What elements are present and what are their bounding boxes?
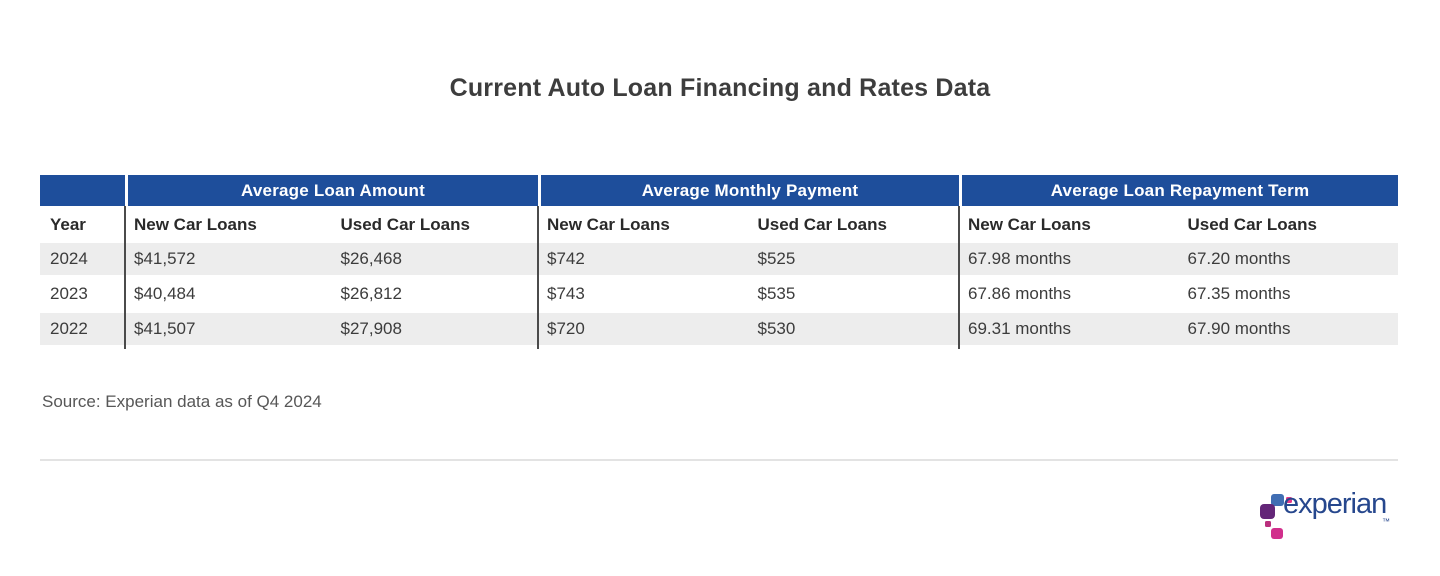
group-header-year-spacer xyxy=(40,175,125,206)
cell-used-repayment-term: 67.35 months xyxy=(1187,284,1291,303)
experian-logo: experian ™ xyxy=(1258,487,1398,547)
cell-year: 2024 xyxy=(50,249,88,268)
table-subheader-row: Year New Car Loans Used Car Loans New Ca… xyxy=(40,206,1398,243)
column-header-used-car-loans-2: Used Car Loans xyxy=(757,214,887,234)
cell-year: 2022 xyxy=(50,319,88,338)
cell-used-loan-amount: $26,812 xyxy=(340,284,402,303)
trademark-symbol: ™ xyxy=(1382,517,1390,526)
cell-new-loan-amount: $41,572 xyxy=(134,249,196,268)
cell-used-monthly-payment: $525 xyxy=(757,249,796,268)
column-header-used-car-loans-1: Used Car Loans xyxy=(340,214,470,234)
page-title: Current Auto Loan Financing and Rates Da… xyxy=(449,74,991,102)
horizontal-divider xyxy=(40,459,1398,461)
cell-new-loan-amount: $40,484 xyxy=(134,284,196,303)
logo-square-magenta-small-icon xyxy=(1265,521,1271,527)
column-header-used-car-loans-3: Used Car Loans xyxy=(1187,214,1317,234)
cell-used-repayment-term: 67.20 months xyxy=(1187,249,1291,268)
column-divider-line xyxy=(958,206,960,349)
column-header-new-car-loans-2: New Car Loans xyxy=(547,214,670,234)
cell-used-loan-amount: $27,908 xyxy=(340,319,402,338)
cell-new-monthly-payment: $720 xyxy=(547,319,585,338)
cell-new-loan-amount: $41,507 xyxy=(134,319,196,338)
cell-new-monthly-payment: $742 xyxy=(547,249,585,268)
column-header-new-car-loans-3: New Car Loans xyxy=(968,214,1091,234)
cell-used-monthly-payment: $535 xyxy=(757,284,796,303)
experian-wordmark: experian xyxy=(1283,488,1387,520)
table-row-2022: 2022 $41,507 $27,908 $720 $530 69.31 mon… xyxy=(40,313,1398,345)
table-group-header-row: Average Loan Amount Average Monthly Paym… xyxy=(40,175,1398,206)
group-header-repayment-term: Average Loan Repayment Term xyxy=(959,175,1398,206)
logo-square-pink-small-icon xyxy=(1286,497,1292,503)
table-row-2024: 2024 $41,572 $26,468 $742 $525 67.98 mon… xyxy=(40,243,1398,275)
cell-new-repayment-term: 69.31 months xyxy=(968,319,1072,338)
cell-new-repayment-term: 67.98 months xyxy=(968,249,1072,268)
column-header-new-car-loans-1: New Car Loans xyxy=(134,214,257,234)
cell-new-monthly-payment: $743 xyxy=(547,284,585,303)
cell-new-repayment-term: 67.86 months xyxy=(968,284,1072,303)
logo-square-blue-icon xyxy=(1271,494,1284,506)
cell-used-monthly-payment: $530 xyxy=(757,319,796,338)
table-row-2023: 2023 $40,484 $26,812 $743 $535 67.86 mon… xyxy=(40,278,1398,310)
logo-square-purple-icon xyxy=(1260,504,1275,519)
column-divider-line xyxy=(124,206,126,349)
auto-loan-table: Average Loan Amount Average Monthly Paym… xyxy=(40,175,1398,349)
group-header-loan-amount: Average Loan Amount xyxy=(125,175,538,206)
group-header-monthly-payment: Average Monthly Payment xyxy=(538,175,959,206)
source-note: Source: Experian data as of Q4 2024 xyxy=(42,392,322,411)
column-divider-line xyxy=(537,206,539,349)
cell-used-repayment-term: 67.90 months xyxy=(1187,319,1291,338)
logo-square-magenta-icon xyxy=(1271,528,1283,539)
cell-year: 2023 xyxy=(50,284,88,303)
cell-used-loan-amount: $26,468 xyxy=(340,249,402,268)
column-header-year: Year xyxy=(50,214,86,234)
